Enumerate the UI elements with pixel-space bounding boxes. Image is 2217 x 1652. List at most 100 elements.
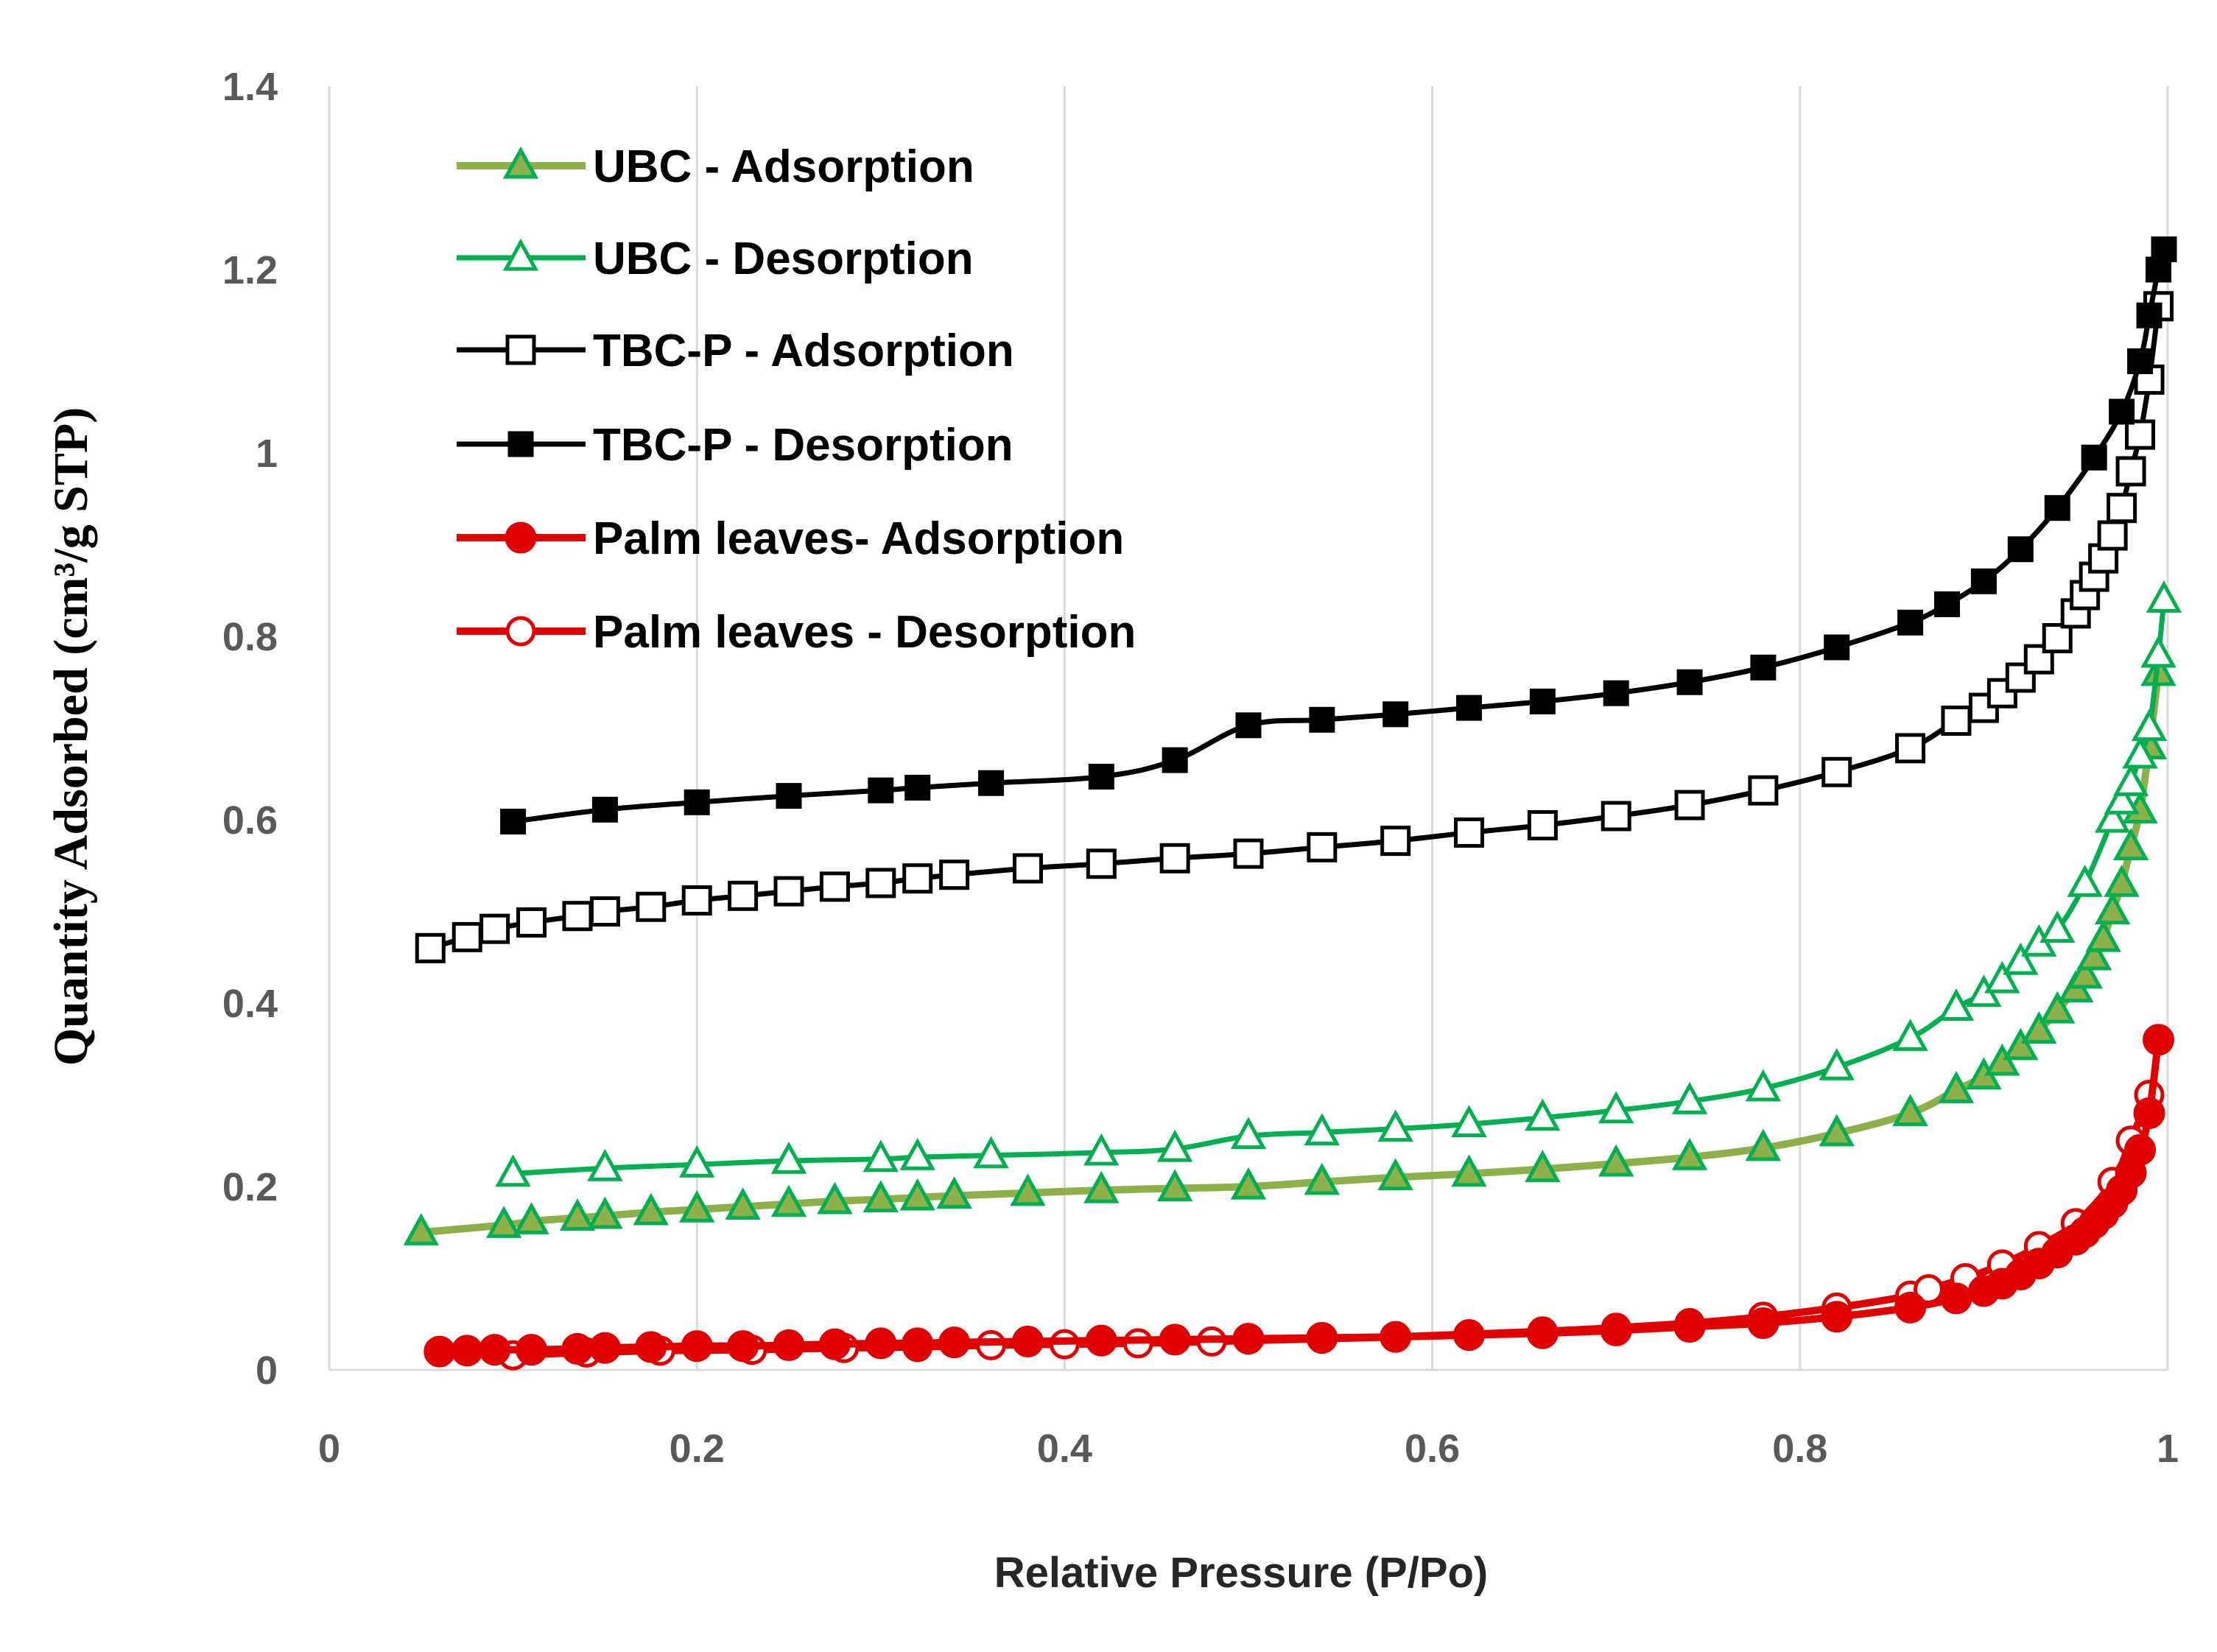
data-point [485,1206,522,1238]
data-point [1892,1094,1928,1127]
data-point [679,1145,715,1178]
data-point [2085,919,2121,952]
data-point [1750,654,1777,681]
data-point [2094,892,2131,925]
data-point [2003,942,2039,975]
data-point [1598,1091,1634,1124]
data-point [727,1330,759,1363]
data-point [1083,1133,1120,1166]
data-point [2104,864,2140,897]
legend-item: Palm leaves - Desorption [457,607,1136,658]
data-point [1819,1114,1855,1147]
data-point [2039,910,2076,943]
data-point [587,1196,623,1229]
data-point [902,863,933,894]
data-point [1156,1169,1193,1202]
x-tick-label: 0.2 [670,1427,725,1471]
data-point [1304,1113,1341,1146]
data-point [902,1327,934,1360]
y-tick-label: 0.8 [222,615,278,659]
data-point [1940,1282,1972,1315]
legend-label: UBC - Desorption [593,233,974,284]
data-point [1745,1128,1782,1161]
data-point [1085,1324,1117,1357]
data-point [862,1139,899,1173]
data-point [978,770,1005,796]
data-point [1527,809,1558,840]
x-axis-label: Relative Pressure (P/Po) [994,1549,1489,1597]
data-point [1894,1291,1927,1324]
data-point [2067,956,2103,989]
data-point [1086,848,1117,879]
data-point [2146,580,2182,613]
data-point [1671,1137,1708,1170]
y-tick-label: 1 [256,432,278,476]
legend-marker [505,521,537,554]
legend-marker [505,334,536,365]
data-point [2151,236,2177,263]
series-0 [403,653,2176,1245]
data-point [1304,1162,1341,1195]
data-point [2143,1024,2175,1056]
data-point [904,774,931,801]
legend-label: TBC-P - Adsorption [593,326,1014,376]
x-tick-label: 0.6 [1405,1427,1460,1471]
legend-item: TBC-P - Adsorption [457,326,1014,376]
data-point [773,1329,805,1361]
legend-marker [505,616,536,647]
legend-item: Palm leaves- Adsorption [457,513,1124,564]
data-point [1377,1109,1413,1142]
legend-label: Palm leaves- Adsorption [593,513,1124,564]
data-point [2131,709,2168,742]
legend-marker [502,238,539,271]
x-tick-label: 0.4 [1037,1427,1092,1471]
data-point [681,1330,713,1363]
data-point [679,1189,715,1223]
data-point [1382,701,1409,728]
data-point [1821,1301,1853,1333]
data-point [1453,1319,1486,1352]
data-point [1603,680,1629,706]
legend-label: UBC - Adsorption [593,141,974,192]
data-point [1897,609,1924,636]
data-point [684,789,710,815]
data-point [865,868,896,899]
data-point [938,1326,971,1359]
data-point [1824,634,1850,661]
data-point [500,808,527,834]
data-point [1380,1321,1412,1353]
data-point [773,876,804,907]
data-point [1941,706,1972,737]
data-point [2104,781,2140,815]
data-point [2112,764,2149,796]
data-point [865,1327,897,1360]
data-point [1933,591,1960,617]
data-point [2067,864,2103,897]
y-tick-label: 0.6 [222,798,278,843]
data-point [899,1137,935,1170]
data-point [1307,832,1338,862]
data-point [2076,938,2112,971]
data-point [1306,1321,1338,1354]
y-tick-label: 1.2 [222,248,278,292]
data-point [2127,348,2154,374]
data-point [562,901,593,932]
data-point [1083,1170,1120,1203]
data-point [1984,1043,2020,1076]
data-point [1526,1317,1559,1349]
data-point [1821,756,1852,787]
data-point [1671,1082,1708,1114]
data-point [939,860,970,890]
data-point [2109,398,2135,425]
data-point [818,1328,851,1360]
data-point [415,932,446,963]
data-point [1230,1117,1267,1150]
data-point [2042,622,2073,653]
data-point [516,907,547,938]
data-point [1451,1154,1487,1187]
data-point [516,1334,548,1366]
data-point [1159,1324,1191,1356]
data-point [681,885,712,916]
data-point [1454,817,1485,848]
